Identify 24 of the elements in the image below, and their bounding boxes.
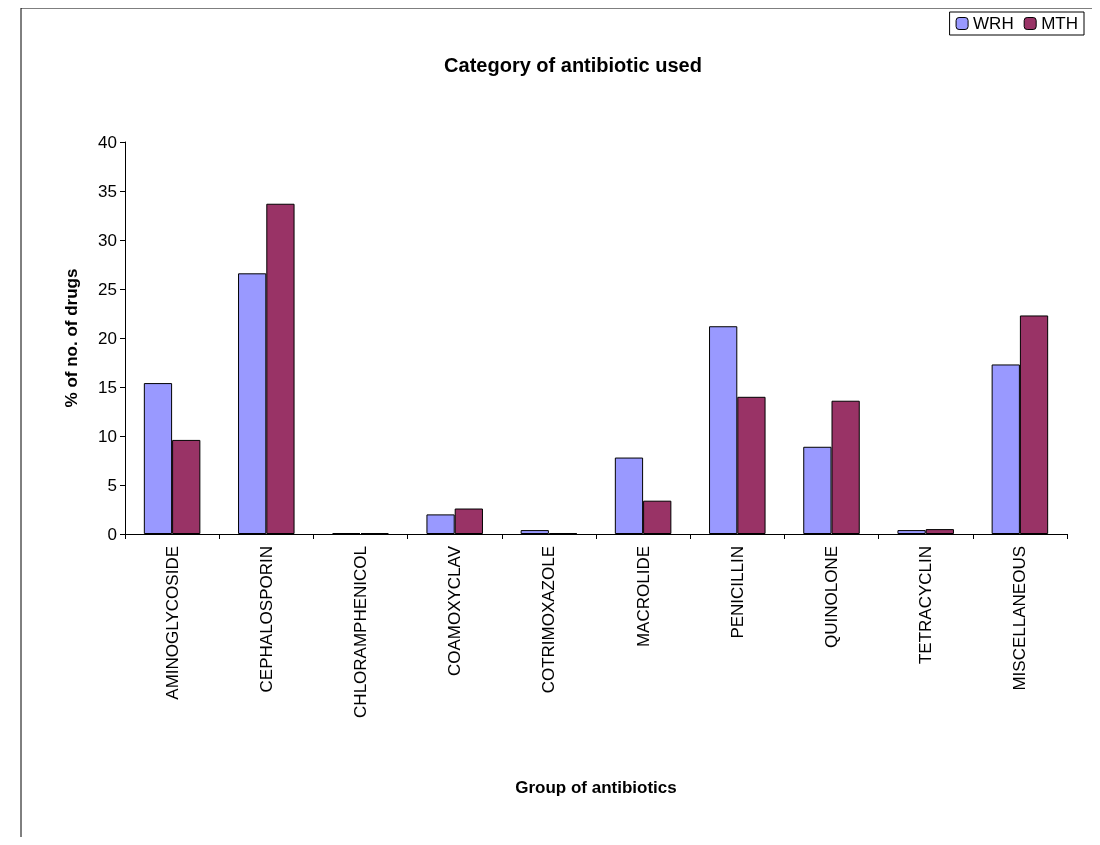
- x-tick-label: TETRACYCLIN: [916, 546, 936, 665]
- x-tick-label: PENICILLIN: [727, 546, 747, 639]
- legend-label: MTH: [1041, 14, 1079, 33]
- x-tick-label: COAMOXYCLAV: [445, 545, 465, 677]
- chart-title: Category of antibiotic used: [444, 54, 702, 76]
- y-tick-label: 40: [98, 132, 117, 152]
- x-tick-label: CHLORAMPHENICOL: [351, 546, 370, 718]
- x-tick-label: COTRIMOXAZOLE: [539, 546, 559, 694]
- x-tick-label: QUINOLONE: [822, 546, 841, 649]
- y-axis-title: % of no. of drugs: [62, 268, 81, 408]
- y-tick-label: 20: [98, 328, 117, 348]
- y-tick-label: 0: [107, 524, 117, 544]
- x-tick-label: CEPHALOSPORIN: [256, 546, 276, 693]
- y-tick-label: 30: [98, 230, 117, 250]
- y-tick-label: 10: [98, 426, 117, 446]
- x-tick-label: MISCELLANEOUS: [1010, 546, 1030, 691]
- y-tick-label: 35: [98, 181, 117, 201]
- x-tick-label: MACROLIDE: [633, 546, 653, 648]
- y-tick-label: 15: [98, 377, 117, 397]
- x-tick-label: AMINOGLYCOSIDE: [162, 546, 182, 700]
- y-tick-label: 25: [98, 279, 117, 299]
- legend-label: WRH: [973, 14, 1014, 33]
- x-axis-title: Group of antibiotics: [515, 778, 677, 797]
- y-tick-label: 5: [107, 475, 117, 495]
